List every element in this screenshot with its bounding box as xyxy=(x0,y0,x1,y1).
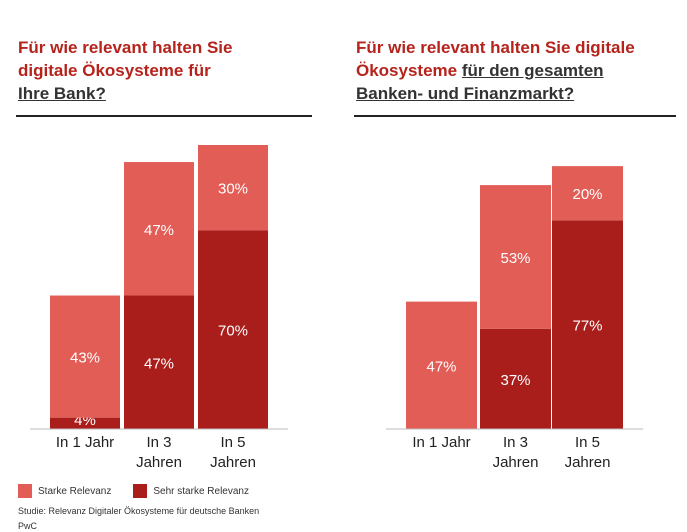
source-note: Studie: Relevanz Digitaler Ökosysteme fü… xyxy=(18,506,260,516)
title-right-line-3: Banken- und Finanzmarkt? xyxy=(356,84,575,103)
data-label-c1-b2-s0: 77% xyxy=(572,318,602,335)
bar-segment-c1-b0-s1 xyxy=(406,301,477,429)
bar-segment-c0-b2-s1 xyxy=(198,145,268,231)
data-label-c0-b2-s1: 30% xyxy=(218,181,248,198)
bar-segment-c1-b2-s1 xyxy=(552,166,623,221)
bar-segment-c0-b0-s1 xyxy=(50,295,120,418)
category-label-c0-b0-l0: In 1 Jahr xyxy=(56,434,114,451)
title-right-line-2: Ökosysteme für den gesamten xyxy=(356,59,676,82)
category-label-c1-b0-l0: In 1 Jahr xyxy=(412,434,470,451)
data-label-c0-b2-s0: 70% xyxy=(218,323,248,340)
title-left-line-1: Für wie relevant halten Sie xyxy=(18,38,233,57)
title-right-line-1: Für wie relevant halten Sie digitale xyxy=(356,38,635,57)
bar-segment-c1-b1-s1 xyxy=(480,185,551,329)
bar-segment-c0-b2-s0 xyxy=(198,230,268,429)
legend-swatch-starke xyxy=(18,484,32,498)
category-label-c1-b2-l0: In 5 xyxy=(575,434,600,451)
title-divider-left xyxy=(16,115,312,117)
legend-label-starke: Starke Relevanz xyxy=(38,485,112,497)
data-label-c0-b0-s1: 43% xyxy=(70,350,100,367)
data-label-c1-b2-s1: 20% xyxy=(572,186,602,203)
data-label-c1-b0-s1: 47% xyxy=(426,358,456,375)
category-label-c1-b2-l1: Jahren xyxy=(565,454,611,471)
bar-segment-c1-b1-s0 xyxy=(480,328,551,429)
data-label-c0-b1-s1: 47% xyxy=(144,222,174,239)
category-label-c0-b1-l1: Jahren xyxy=(136,454,182,471)
bar-segment-c0-b1-s1 xyxy=(124,162,194,296)
chart-title-right: Für wie relevant halten Sie digitale Öko… xyxy=(356,36,676,105)
legend: Starke Relevanz Sehr starke Relevanz xyxy=(18,484,271,498)
data-label-c1-b1-s1: 53% xyxy=(500,250,530,267)
bar-segment-c0-b0-s0 xyxy=(50,417,120,429)
publisher-note: PwC xyxy=(18,521,38,531)
category-label-c1-b1-l1: Jahren xyxy=(493,454,539,471)
title-divider-right xyxy=(354,115,676,117)
legend-item-sehr-starke: Sehr starke Relevanz xyxy=(133,484,249,498)
title-left-line-3: Ihre Bank? xyxy=(18,84,106,103)
bar-segment-c1-b2-s0 xyxy=(552,220,623,429)
chart-title-left: Für wie relevant halten Sie digitale Öko… xyxy=(18,36,318,105)
category-label-c0-b1-l0: In 3 xyxy=(146,434,171,451)
title-right-line-2-b: für den gesamten xyxy=(461,61,604,80)
legend-label-sehr-starke: Sehr starke Relevanz xyxy=(153,485,249,497)
category-label-c0-b2-l0: In 5 xyxy=(220,434,245,451)
data-label-c0-b1-s0: 47% xyxy=(144,355,174,372)
category-label-c0-b2-l1: Jahren xyxy=(210,454,256,471)
title-left-line-2: digitale Ökosysteme für xyxy=(18,61,211,80)
legend-swatch-sehr-starke xyxy=(133,484,148,498)
category-label-c1-b1-l0: In 3 xyxy=(503,434,528,451)
bar-segment-c0-b1-s0 xyxy=(124,295,194,429)
legend-item-starke: Starke Relevanz xyxy=(18,484,111,498)
title-right-line-2-a: Ökosysteme xyxy=(356,61,462,80)
data-label-c1-b1-s0: 37% xyxy=(500,372,530,389)
